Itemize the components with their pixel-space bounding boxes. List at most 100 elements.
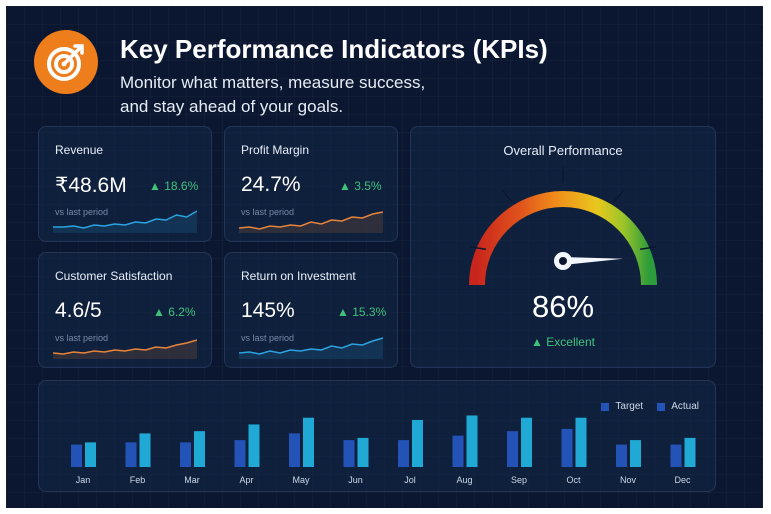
x-axis-label: Jol <box>404 475 416 485</box>
bar-actual-oct[interactable] <box>575 417 587 467</box>
kpi-card-roi[interactable]: Return on Investment 145% ▲ 15.3% vs las… <box>224 252 398 368</box>
sparkline-area <box>53 211 197 233</box>
status-label: Excellent <box>546 335 595 349</box>
legend-item-actual: Actual <box>657 401 699 412</box>
x-axis-label: Jun <box>348 475 363 485</box>
sparkline-line <box>53 210 197 229</box>
performance-gauge <box>469 167 657 286</box>
bar-target-jan[interactable] <box>71 444 82 467</box>
kpi-delta: ▲ 6.2% <box>153 305 196 319</box>
x-axis-label: Dec <box>674 475 691 485</box>
bar-target-dec[interactable] <box>670 444 682 467</box>
kpi-card-revenue[interactable]: Revenue ₹48.6M ▲ 18.6% vs last period <box>38 126 212 242</box>
sparkline <box>53 210 197 233</box>
x-axis-label: Mar <box>184 475 200 485</box>
overall-performance-card[interactable]: Overall Performance 86% ▲ Excellent <box>410 126 716 368</box>
x-axis-label: Apr <box>239 475 253 485</box>
bar-target-jol[interactable] <box>398 440 409 467</box>
sparkline <box>239 211 383 233</box>
trend-up-icon: ▲ <box>339 179 351 193</box>
bar-actual-aug[interactable] <box>466 415 478 467</box>
kpi-card-profit-margin[interactable]: Profit Margin 24.7% ▲ 3.5% vs last perio… <box>224 126 398 242</box>
legend-swatch <box>657 402 666 411</box>
x-axis-label: Aug <box>456 475 472 485</box>
target-icon <box>34 30 98 94</box>
kpi-delta-value: 6.2% <box>168 305 196 319</box>
sparkline-line <box>239 337 383 355</box>
sparkline-line <box>53 339 197 355</box>
bar-target-nov[interactable] <box>616 444 627 467</box>
gauge-tick <box>639 246 657 250</box>
bar-actual-nov[interactable] <box>630 440 641 467</box>
bar-target-mar[interactable] <box>180 442 191 467</box>
kpi-sublabel: vs last period <box>241 207 295 217</box>
sparkline-line <box>239 211 383 230</box>
legend-label: Target <box>615 401 644 412</box>
legend-label: Actual <box>671 401 699 412</box>
x-axis-label: Jan <box>76 475 91 485</box>
x-axis-label: Feb <box>130 475 146 485</box>
gauge-needle <box>562 257 623 265</box>
overall-performance-status: ▲ Excellent <box>411 335 715 349</box>
gauge-tick <box>501 189 513 203</box>
bar-actual-feb[interactable] <box>139 433 151 467</box>
kpi-delta: ▲ 15.3% <box>337 305 386 319</box>
bar-target-feb[interactable] <box>125 442 137 467</box>
x-axis-label: May <box>292 475 310 485</box>
bar-target-oct[interactable] <box>561 428 573 467</box>
bar-target-aug[interactable] <box>452 435 464 467</box>
bar-actual-jol[interactable] <box>412 419 423 467</box>
bar-target-may[interactable] <box>289 433 300 467</box>
kpi-label: Customer Satisfaction <box>55 269 173 283</box>
kpi-value: 145% <box>241 299 295 322</box>
bar-actual-jan[interactable] <box>85 442 96 467</box>
trend-up-icon: ▲ <box>153 305 165 319</box>
kpi-label: Profit Margin <box>241 143 310 157</box>
sparkline <box>53 339 197 359</box>
kpi-sublabel: vs last period <box>55 333 109 343</box>
trend-up-icon: ▲ <box>149 179 161 193</box>
trend-up-icon: ▲ <box>337 305 349 319</box>
sparkline <box>239 337 383 359</box>
kpi-delta: ▲ 18.6% <box>149 179 198 193</box>
kpi-delta-value: 15.3% <box>352 305 387 319</box>
kpi-label: Return on Investment <box>241 269 356 283</box>
overall-performance-title: Overall Performance <box>503 143 623 158</box>
x-axis-label: Nov <box>620 475 637 485</box>
dashboard: Key Performance Indicators (KPIs) Monito… <box>6 6 763 508</box>
sparkline-area <box>53 340 197 359</box>
bar-actual-may[interactable] <box>303 417 314 467</box>
page-title: Key Performance Indicators (KPIs) <box>120 34 548 64</box>
kpi-value: 24.7% <box>241 173 301 196</box>
kpi-delta-value: 18.6% <box>164 179 199 193</box>
bar-actual-sep[interactable] <box>521 417 532 467</box>
page-subtitle: Monitor what matters, measure success, a… <box>120 73 426 116</box>
kpi-value: 4.6/5 <box>55 299 102 322</box>
kpi-delta-value: 3.5% <box>354 179 382 193</box>
kpi-delta: ▲ 3.5% <box>339 179 382 193</box>
kpi-sublabel: vs last period <box>241 333 295 343</box>
gauge-tick <box>613 189 625 203</box>
monthly-chart-card[interactable]: Target Actual Jan Feb Mar Apr May Jun Jol Aug Se… <box>38 380 716 492</box>
legend-swatch <box>601 402 610 411</box>
legend-item-target: Target <box>601 401 643 412</box>
kpi-label: Revenue <box>55 143 104 157</box>
kpi-value: ₹48.6M <box>55 174 127 197</box>
x-axis-label: Oct <box>566 475 581 485</box>
bar-actual-mar[interactable] <box>194 431 205 467</box>
bar-target-apr[interactable] <box>234 440 246 467</box>
bar-actual-jun[interactable] <box>357 437 369 467</box>
kpi-card-customer-satisfaction[interactable]: Customer Satisfaction 4.6/5 ▲ 6.2% vs la… <box>38 252 212 368</box>
bar-target-jun[interactable] <box>343 440 355 467</box>
chart-legend: Target Actual <box>601 401 699 412</box>
bar-actual-apr[interactable] <box>248 424 260 467</box>
x-axis-label: Sep <box>511 475 527 485</box>
overall-performance-value: 86% <box>531 289 595 324</box>
monthly-bar-chart: Jan Feb Mar Apr May Jun Jol Aug Sep Oct Nov Dec <box>71 415 696 485</box>
trend-up-icon: ▲ <box>531 335 543 349</box>
bar-actual-dec[interactable] <box>684 437 696 467</box>
sparkline-area <box>239 338 383 359</box>
kpi-sublabel: vs last period <box>55 207 109 217</box>
bar-target-sep[interactable] <box>507 431 518 467</box>
gauge-tick <box>469 246 487 250</box>
